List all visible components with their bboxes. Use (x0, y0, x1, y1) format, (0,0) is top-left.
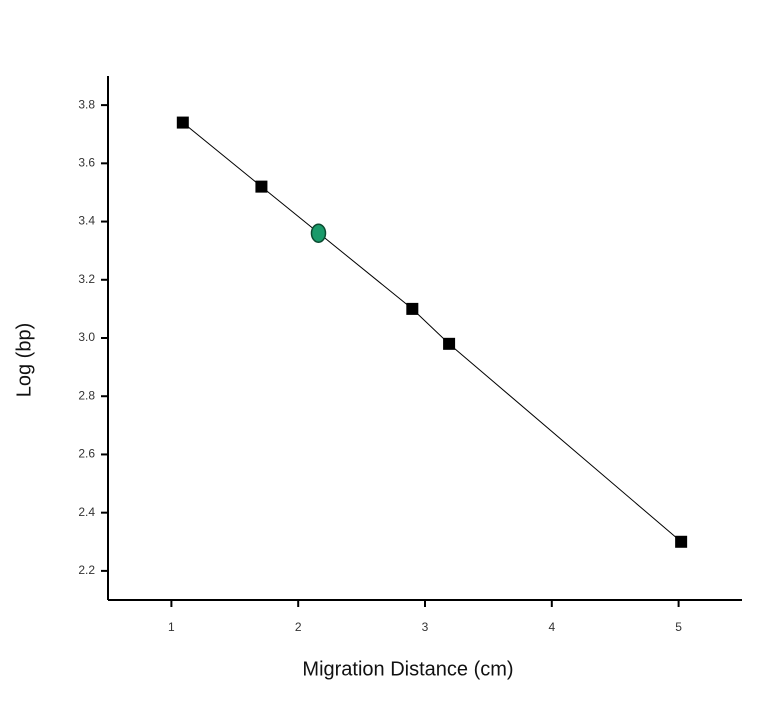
x-axis-label: Migration Distance (cm) (302, 658, 513, 680)
data-point (675, 535, 688, 548)
y-tick-label: 2.8 (78, 388, 95, 402)
x-tick-label: 1 (168, 620, 175, 634)
data-point (443, 337, 456, 350)
x-tick-label: 4 (548, 620, 555, 634)
data-point (310, 223, 327, 243)
x-tick-label: 5 (675, 620, 682, 634)
y-tick-label: 2.6 (78, 447, 95, 461)
data-point (176, 116, 189, 129)
y-tick-label: 3.8 (78, 97, 95, 111)
y-tick-label: 2.4 (78, 505, 95, 519)
y-axis-label: Log (bp) (13, 323, 35, 398)
x-tick-label: 2 (295, 620, 302, 634)
x-tick-label: 3 (422, 620, 429, 634)
y-tick-label: 3.4 (78, 214, 95, 228)
y-tick-label: 3.0 (78, 330, 95, 344)
y-tick-label: 2.2 (78, 563, 95, 577)
y-tick-label: 3.2 (78, 272, 95, 286)
data-point (406, 302, 419, 315)
data-point (255, 180, 268, 193)
y-tick-label: 3.6 (78, 156, 95, 170)
